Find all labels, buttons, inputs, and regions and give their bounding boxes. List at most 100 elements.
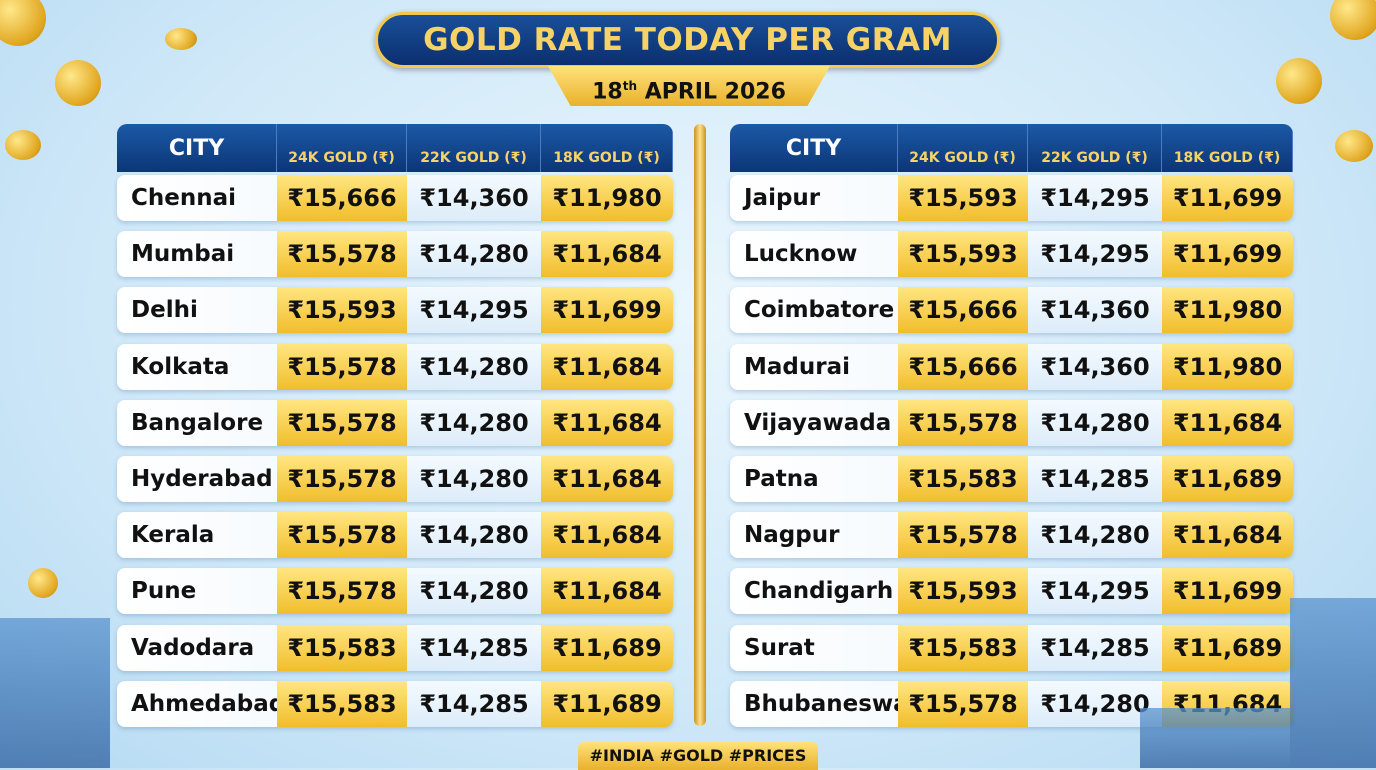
rate-24k: ₹15,578: [277, 231, 407, 278]
city-name: Bangalore: [131, 409, 264, 436]
table-row: Vadodara ₹15,583 ₹14,285 ₹11,689: [117, 624, 673, 671]
city-name: Pune: [131, 578, 197, 605]
rate-24k: ₹15,578: [277, 512, 407, 559]
table-row: Hyderabad ₹15,578 ₹14,280 ₹11,684: [117, 456, 673, 502]
rate-22k: ₹14,285: [407, 680, 541, 727]
rate-18k: ₹11,684: [541, 512, 673, 559]
rate-24k: ₹15,578: [277, 343, 407, 390]
city-skyline: [1140, 708, 1290, 768]
header-city: CITY: [117, 124, 277, 172]
rate-18k: ₹11,684: [541, 399, 673, 446]
rate-22k: ₹14,280: [1028, 399, 1162, 446]
rate-22k: ₹14,360: [1028, 343, 1162, 390]
rate-24k: ₹15,578: [277, 568, 407, 615]
rate-18k: ₹11,980: [1162, 287, 1293, 334]
header-18k: 18K GOLD (₹): [1162, 124, 1293, 172]
city-name: Patna: [744, 466, 819, 492]
rate-24k: ₹15,578: [898, 680, 1028, 727]
city-name: Hyderabad: [131, 466, 273, 492]
city-name: Bhubaneswar: [744, 690, 921, 717]
rate-22k: ₹14,285: [1028, 624, 1162, 671]
gold-divider: [694, 124, 706, 726]
rate-18k: ₹11,689: [1162, 456, 1293, 502]
city-name: Coimbatore: [744, 297, 895, 324]
header-18k: 18K GOLD (₹): [541, 124, 673, 172]
rate-22k: ₹14,295: [1028, 568, 1162, 615]
city-name: Jaipur: [744, 185, 821, 211]
header-22k: 22K GOLD (₹): [1028, 124, 1162, 172]
table-row: Chandigarh ₹15,593 ₹14,295 ₹11,699: [730, 568, 1293, 615]
table-row: Chennai ₹15,666 ₹14,360 ₹11,980: [117, 175, 673, 221]
rate-18k: ₹11,684: [541, 568, 673, 615]
rate-22k: ₹14,280: [1028, 512, 1162, 559]
table-header: CITY 24K GOLD (₹) 22K GOLD (₹) 18K GOLD (₹): [730, 124, 1293, 172]
table-row: Mumbai ₹15,578 ₹14,280 ₹11,684: [117, 231, 673, 278]
table-row: Jaipur ₹15,593 ₹14,295 ₹11,699: [730, 175, 1293, 221]
rate-24k: ₹15,666: [898, 287, 1028, 334]
rate-18k: ₹11,684: [541, 456, 673, 502]
header-22k: 22K GOLD (₹): [407, 124, 541, 172]
date-suffix: th: [622, 79, 638, 93]
city-name: Vadodara: [131, 634, 255, 661]
rate-18k: ₹11,980: [541, 175, 673, 221]
rupee-coin-icon: [165, 28, 197, 50]
table-row: Delhi ₹15,593 ₹14,295 ₹11,699: [117, 287, 673, 334]
rate-24k: ₹15,578: [898, 399, 1028, 446]
rate-22k: ₹14,280: [407, 568, 541, 615]
rate-18k: ₹11,684: [541, 231, 673, 278]
city-name: Madurai: [744, 353, 850, 380]
date-day: 18: [592, 79, 623, 105]
rate-24k: ₹15,666: [898, 343, 1028, 390]
rate-22k: ₹14,360: [407, 175, 541, 221]
rupee-coin-icon: [28, 568, 58, 598]
hashtag-footer: #INDIA #GOLD #PRICES: [578, 742, 818, 770]
rate-22k: ₹14,280: [407, 343, 541, 390]
rate-22k: ₹14,295: [1028, 231, 1162, 278]
rate-18k: ₹11,699: [541, 287, 673, 334]
rate-24k: ₹15,583: [277, 624, 407, 671]
rate-22k: ₹14,280: [1028, 680, 1162, 727]
table-row: Pune ₹15,578 ₹14,280 ₹11,684: [117, 568, 673, 615]
rate-24k: ₹15,583: [898, 456, 1028, 502]
rate-18k: ₹11,699: [1162, 175, 1293, 221]
city-name: Chandigarh: [744, 578, 894, 605]
city-name: Kerala: [131, 522, 215, 549]
rate-18k: ₹11,684: [541, 343, 673, 390]
table-row: Surat ₹15,583 ₹14,285 ₹11,689: [730, 624, 1293, 671]
table-row: Lucknow ₹15,593 ₹14,295 ₹11,699: [730, 231, 1293, 278]
rupee-coin-icon: [1330, 0, 1376, 40]
header-city: CITY: [730, 124, 898, 172]
table-row: Coimbatore ₹15,666 ₹14,360 ₹11,980: [730, 287, 1293, 334]
city-skyline: [0, 618, 110, 768]
rupee-coin-icon: [1335, 130, 1373, 162]
table-header: CITY 24K GOLD (₹) 22K GOLD (₹) 18K GOLD (₹): [117, 124, 673, 172]
table-row: Nagpur ₹15,578 ₹14,280 ₹11,684: [730, 512, 1293, 559]
rate-24k: ₹15,593: [277, 287, 407, 334]
rate-24k: ₹15,593: [898, 231, 1028, 278]
rate-18k: ₹11,689: [541, 624, 673, 671]
rate-24k: ₹15,666: [277, 175, 407, 221]
rate-22k: ₹14,280: [407, 512, 541, 559]
table-row: Kolkata ₹15,578 ₹14,280 ₹11,684: [117, 343, 673, 390]
rupee-coin-icon: [55, 60, 101, 106]
rate-24k: ₹15,593: [898, 568, 1028, 615]
city-name: Delhi: [131, 297, 198, 324]
city-name: Surat: [744, 634, 815, 661]
city-name: Vijayawada: [744, 409, 892, 436]
city-name: Mumbai: [131, 241, 235, 268]
rate-18k: ₹11,689: [1162, 624, 1293, 671]
page-title: GOLD RATE TODAY PER GRAM: [375, 12, 1000, 68]
city-name: Lucknow: [744, 241, 858, 268]
header-24k: 24K GOLD (₹): [277, 124, 407, 172]
rate-18k: ₹11,684: [1162, 512, 1293, 559]
city-name: Chennai: [131, 185, 237, 211]
rate-24k: ₹15,578: [277, 399, 407, 446]
rate-22k: ₹14,280: [407, 456, 541, 502]
rate-24k: ₹15,593: [898, 175, 1028, 221]
rate-24k: ₹15,583: [277, 680, 407, 727]
rupee-coin-icon: [5, 130, 41, 160]
city-name: Ahmedabad: [131, 690, 286, 717]
rupee-coin-icon: [0, 0, 46, 46]
date-ribbon: 18th APRIL 2026: [548, 66, 830, 106]
table-row: Kerala ₹15,578 ₹14,280 ₹11,684: [117, 512, 673, 559]
